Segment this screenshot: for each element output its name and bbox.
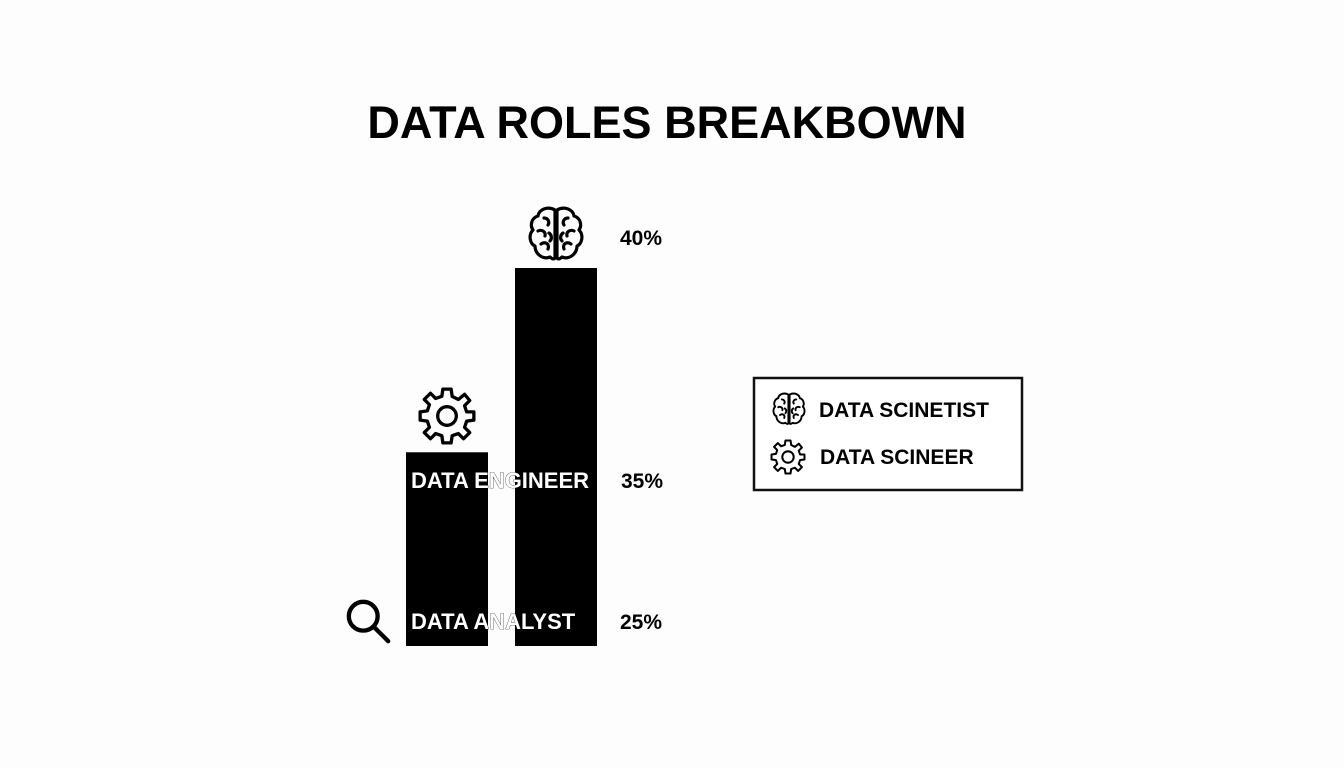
legend-label-data-scineer: DATA SCINEER — [820, 446, 974, 469]
bar-data-scientist — [515, 268, 597, 646]
legend-label-data-scinetist: DATA SCINETIST — [819, 399, 989, 422]
bars — [406, 268, 597, 646]
brain-icon — [528, 206, 584, 261]
bar-label-data-engineer: DATA ENGINEER — [411, 468, 589, 493]
gear-icon — [418, 387, 476, 445]
bar-data-engineer — [406, 452, 488, 646]
magnifier-icon — [349, 602, 388, 641]
percent-label-35: 35% — [621, 470, 663, 493]
chart-title: DATA ROLES BREAKBOWN — [367, 97, 966, 148]
bar-label-data-analyst: DATA ANALYST — [411, 609, 576, 634]
percent-label-40: 40% — [620, 227, 662, 250]
legend: DATA SCINETIST DATA SCINEER — [752, 376, 1024, 492]
legend-box — [752, 376, 1024, 492]
percent-label-25: 25% — [620, 611, 662, 634]
